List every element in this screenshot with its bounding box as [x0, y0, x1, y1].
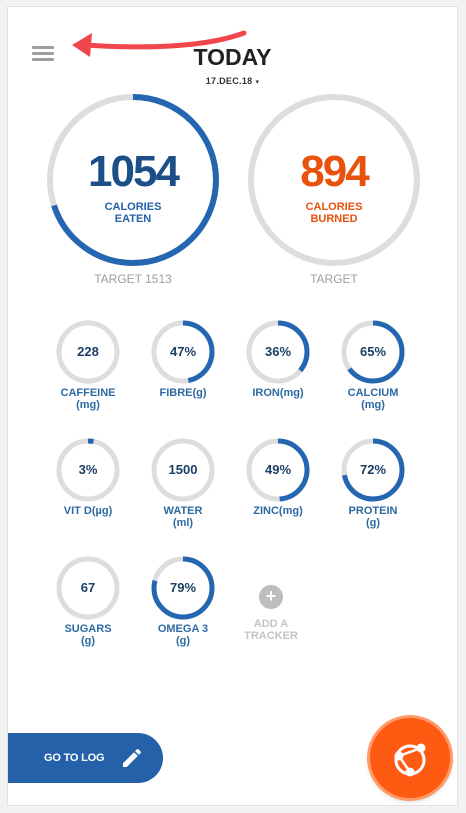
tracker-name: CAFFEINE (mg)	[43, 387, 133, 411]
tracker-item[interactable]: 67 SUGARS (g)	[43, 556, 133, 647]
tracker-name-line1: WATER	[163, 505, 203, 517]
go-to-log-label: GO TO LOG	[44, 752, 105, 764]
tracker-name: SUGARS (g)	[43, 623, 133, 647]
calories-burned-label-line2: BURNED	[310, 213, 358, 225]
tracker-name-line1: CAFFEINE	[60, 387, 116, 399]
tracker-name-line1: CALCIUM	[347, 387, 399, 399]
date-selector[interactable]: 17.DEC.18 ▾	[8, 76, 457, 86]
tracker-value: 36%	[264, 344, 292, 359]
tracker-name-line2: (g)	[365, 517, 381, 529]
tracker-name-line1: PROTEIN	[348, 505, 398, 517]
calories-burned-label-line1: CALORIES	[305, 201, 363, 213]
calories-burned-ring[interactable]: 894 CALORIES BURNED	[246, 92, 422, 268]
tracker-name-line2: (mg)	[76, 399, 100, 411]
tracker-progress	[56, 556, 120, 620]
add-tracker-label-line2: TRACKER	[244, 630, 298, 642]
tracker-name: OMEGA 3 (g)	[138, 623, 228, 647]
tracker-item[interactable]: 49% ZINC(mg)	[233, 438, 323, 517]
tracker-progress	[341, 438, 405, 502]
tracker-value: 49%	[264, 462, 292, 477]
tracker-ring: 67	[56, 556, 120, 620]
tracker-name-line1: FIBRE(g)	[159, 387, 207, 399]
tracker-ring: 228	[56, 320, 120, 384]
tracker-value: 65%	[359, 344, 387, 359]
calories-eaten-label-line2: EATEN	[114, 213, 152, 225]
tracker-value: 47%	[169, 344, 197, 359]
tracker-name: ZINC(mg)	[233, 505, 323, 517]
tracker-ring: 36%	[246, 320, 310, 384]
tracker-name-line1: ZINC(mg)	[253, 505, 303, 517]
tracker-ring: 65%	[341, 320, 405, 384]
tracker-ring: 3%	[56, 438, 120, 502]
tracker-progress	[341, 320, 405, 384]
calories-eaten-value: 1054	[88, 147, 180, 196]
tracker-name-line1: VIT D(µg)	[63, 505, 113, 517]
tracker-value: 228	[77, 344, 99, 359]
tracker-name: CALCIUM (mg)	[328, 387, 418, 411]
tracker-ring: 79%	[151, 556, 215, 620]
add-tracker-button[interactable]: + ADD A TRACKER	[232, 585, 310, 642]
tracker-name: FIBRE(g)	[138, 387, 228, 399]
tracker-item[interactable]: 36% IRON(mg)	[233, 320, 323, 399]
tracker-value: 1500	[168, 462, 198, 477]
tracker-ring: 49%	[246, 438, 310, 502]
hamburger-menu-icon[interactable]	[32, 46, 54, 62]
tracker-item[interactable]: 1500 WATER (ml)	[138, 438, 228, 529]
tracker-value: 72%	[359, 462, 387, 477]
tracker-name: WATER (ml)	[138, 505, 228, 529]
calories-eaten-label-line1: CALORIES	[104, 201, 162, 213]
calories-eaten-target: TARGET 1513	[94, 272, 172, 286]
calories-burned-target: TARGET	[310, 272, 358, 286]
add-tracker-label: ADD A TRACKER	[232, 618, 310, 642]
tracker-item[interactable]: 79% OMEGA 3 (g)	[138, 556, 228, 647]
share-network-icon	[394, 743, 426, 777]
share-network-button[interactable]	[370, 718, 450, 798]
tracker-progress	[56, 438, 120, 502]
calories-eaten-progress	[47, 94, 219, 266]
tracker-ring: 1500	[151, 438, 215, 502]
tracker-name-line2: (ml)	[172, 517, 194, 529]
tracker-progress	[246, 320, 310, 384]
tracker-value: 79%	[169, 580, 197, 595]
tracker-ring: 47%	[151, 320, 215, 384]
tracker-progress	[151, 438, 215, 502]
calories-burned-label: CALORIES BURNED	[246, 201, 422, 225]
date-text: 17.DEC.18	[205, 76, 253, 86]
tracker-name: PROTEIN (g)	[328, 505, 418, 529]
chevron-down-icon: ▾	[255, 79, 260, 86]
app-screen: TODAY 17.DEC.18 ▾ 1054 CALORIES EATEN TAR…	[7, 6, 458, 806]
tracker-name-line2: (g)	[175, 635, 191, 647]
tracker-value: 67	[80, 580, 96, 595]
tracker-name: IRON(mg)	[233, 387, 323, 399]
plus-icon: +	[259, 585, 283, 609]
tracker-item[interactable]: 47% FIBRE(g)	[138, 320, 228, 399]
calories-eaten-label: CALORIES EATEN	[45, 201, 221, 225]
tracker-value: 3%	[78, 462, 98, 477]
tracker-progress	[56, 320, 120, 384]
calories-eaten-ring[interactable]: 1054 CALORIES EATEN	[45, 92, 221, 268]
tracker-name-line2: (mg)	[361, 399, 385, 411]
tracker-name: VIT D(µg)	[43, 505, 133, 517]
tracker-item[interactable]: 3% VIT D(µg)	[43, 438, 133, 517]
page-title: TODAY	[193, 44, 272, 70]
tracker-ring: 72%	[341, 438, 405, 502]
tracker-item[interactable]: 72% PROTEIN (g)	[328, 438, 418, 529]
tracker-name-line2: (g)	[80, 635, 96, 647]
tracker-name-line1: IRON(mg)	[252, 387, 304, 399]
tracker-name-line1: SUGARS	[64, 623, 112, 635]
tracker-item[interactable]: 65% CALCIUM (mg)	[328, 320, 418, 411]
tracker-name-line1: OMEGA 3	[157, 623, 209, 635]
pencil-icon	[123, 749, 141, 767]
tracker-progress	[246, 438, 310, 502]
calories-burned-value: 894	[300, 147, 369, 196]
calories-burned-progress	[248, 94, 420, 266]
add-tracker-label-line1: ADD A	[253, 618, 289, 630]
tracker-progress	[151, 320, 215, 384]
tracker-progress	[151, 556, 215, 620]
annotation-arrow-icon	[72, 30, 247, 57]
tracker-item[interactable]: 228 CAFFEINE (mg)	[43, 320, 133, 411]
go-to-log-button[interactable]: GO TO LOG	[8, 733, 163, 783]
